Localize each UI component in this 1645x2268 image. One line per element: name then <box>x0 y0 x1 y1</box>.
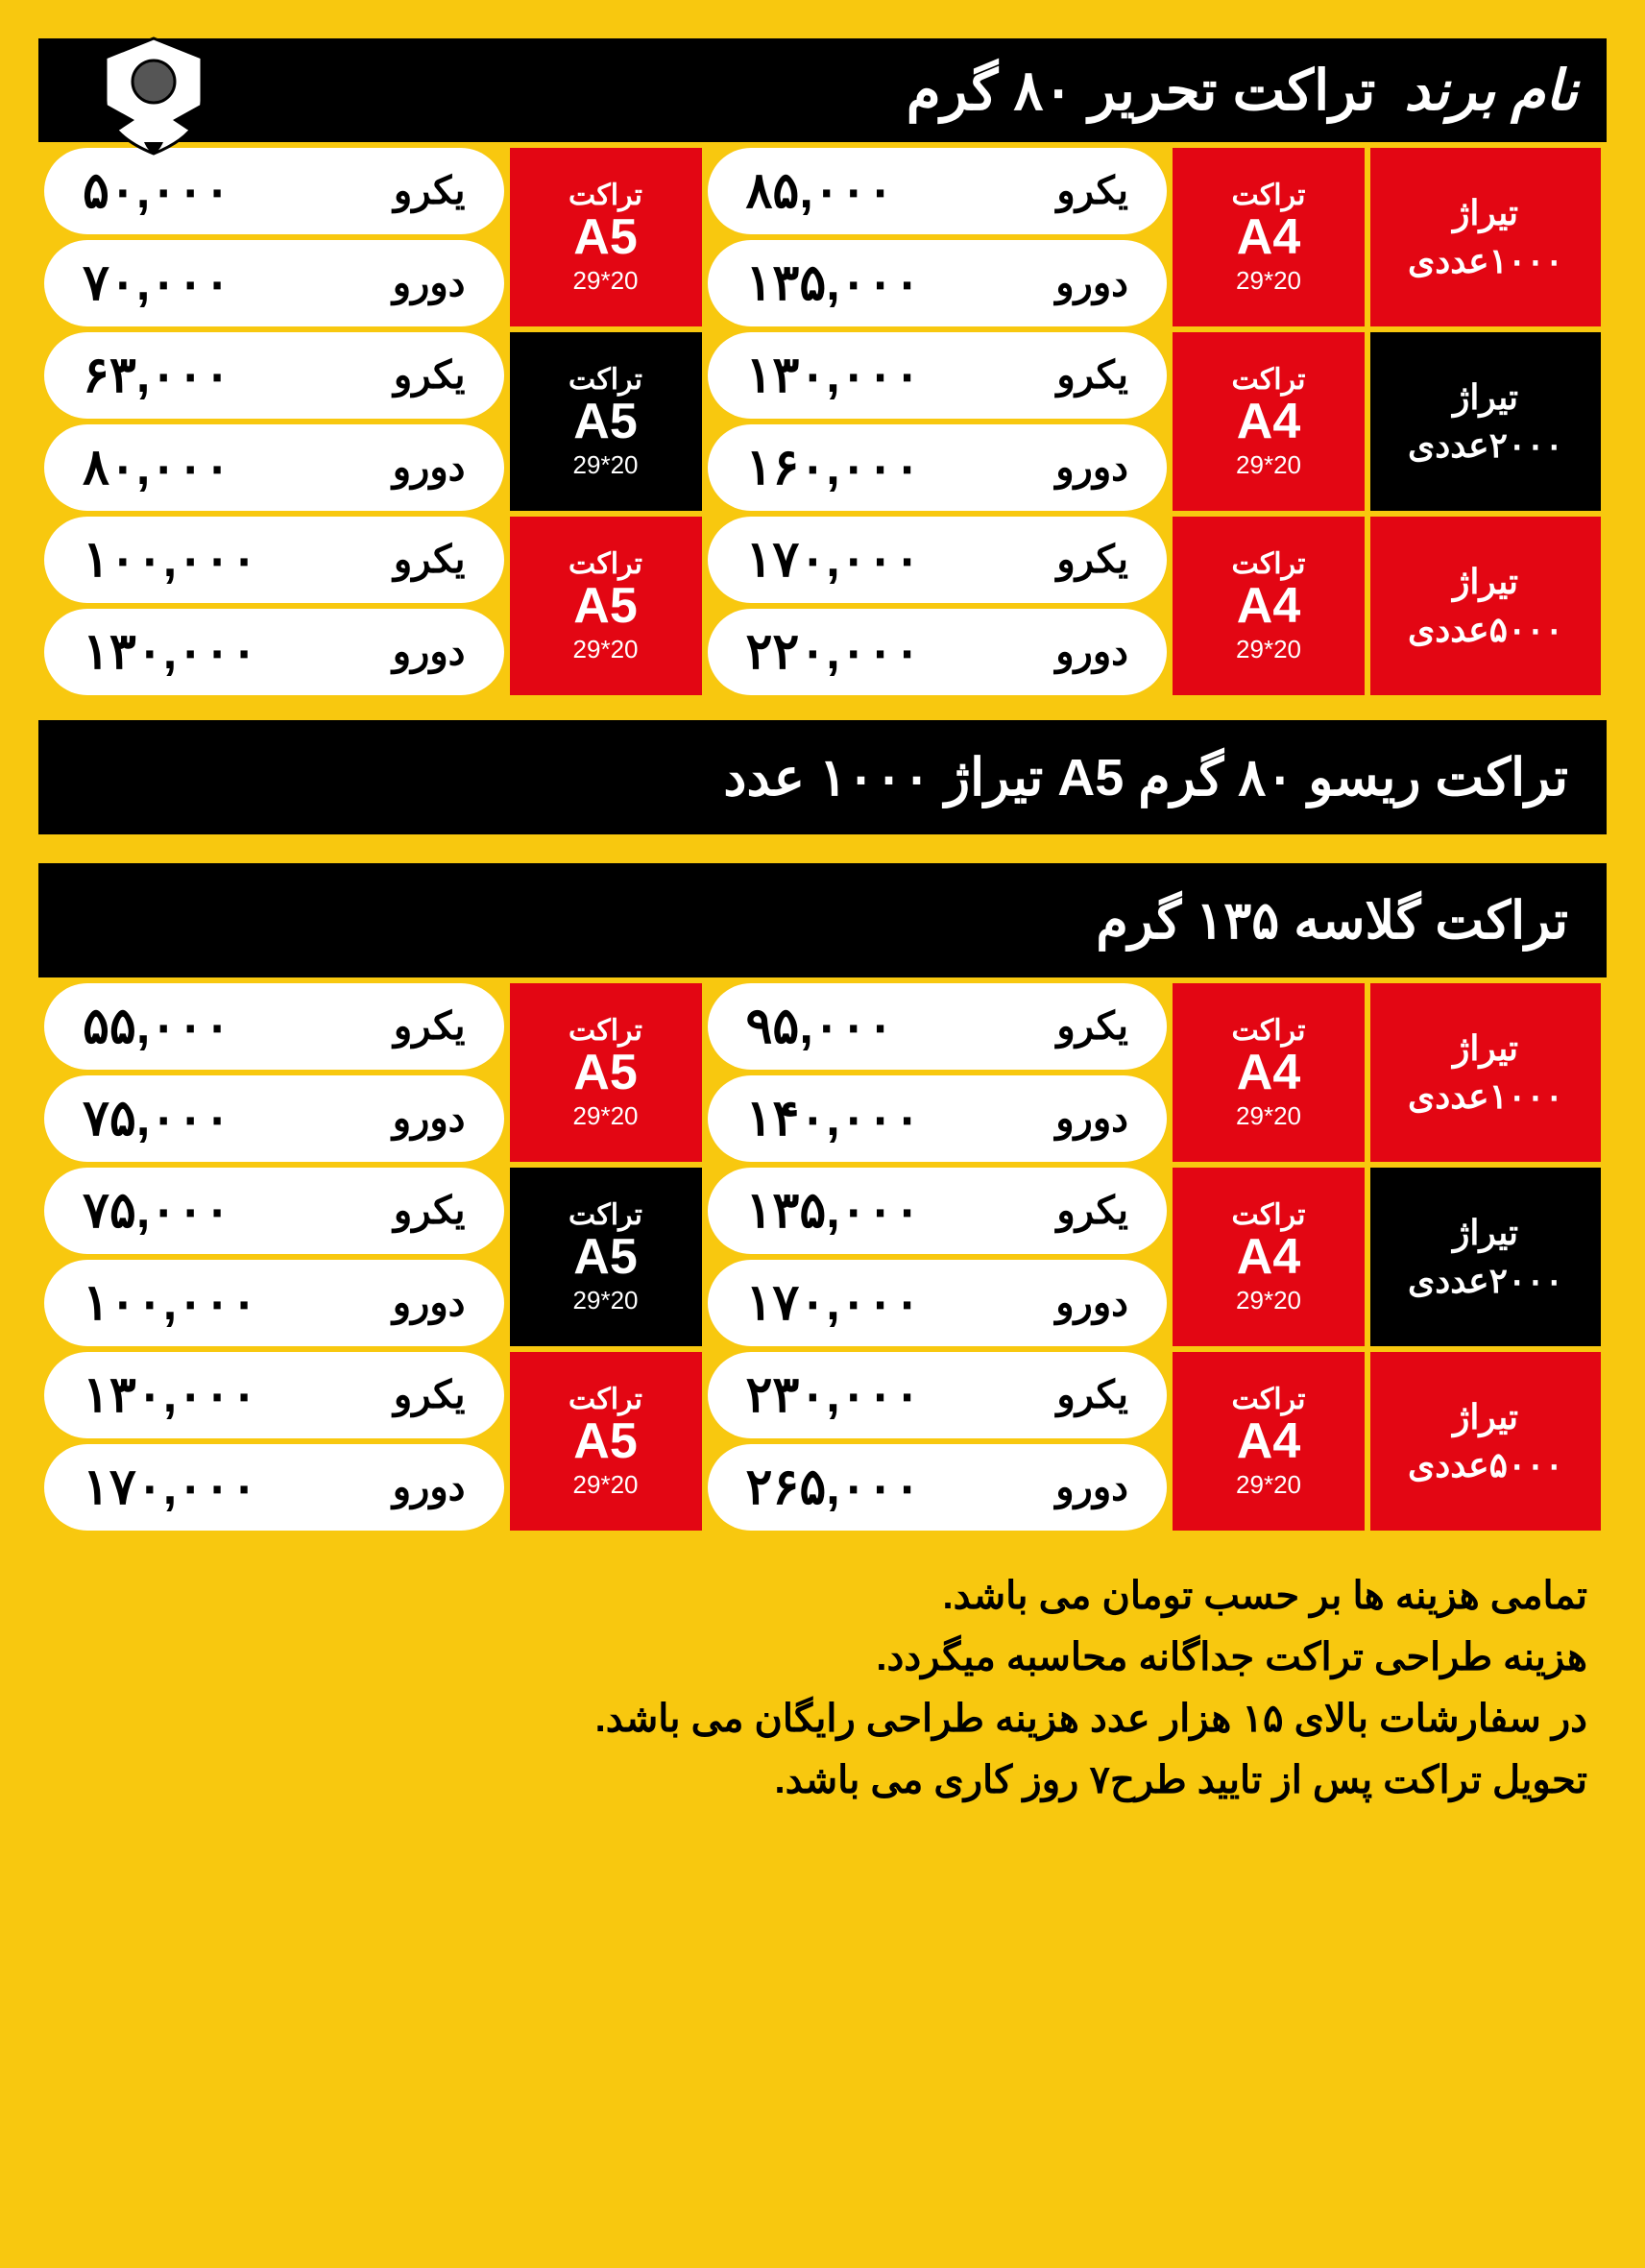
size-cell-a4: تراکتA420*29 <box>1173 148 1365 326</box>
quantity-cell: تیراژ۵۰۰۰عددی <box>1370 517 1601 695</box>
price-pill: دورو۲۲۰,۰۰۰ <box>708 609 1168 695</box>
price-pill: یکرو۷۵,۰۰۰ <box>44 1168 504 1254</box>
price-pill: دورو۱۰۰,۰۰۰ <box>44 1260 504 1346</box>
price-pill: یکرو۱۷۰,۰۰۰ <box>708 517 1168 603</box>
mid-title-1: تراکت ریسو ۸۰ گرم A5 تیراژ ۱۰۰۰ عدد <box>38 720 1607 834</box>
price-pill: یکرو۱۳۵,۰۰۰ <box>708 1168 1168 1254</box>
price-table-2: تیراژ۱۰۰۰عددیتراکتA420*29یکرو۹۵,۰۰۰دورو۱… <box>38 977 1607 1536</box>
quantity-cell: تیراژ۱۰۰۰عددی <box>1370 148 1601 326</box>
price-col-a4: یکرو۸۵,۰۰۰دورو۱۳۵,۰۰۰ <box>708 148 1168 326</box>
price-pill: دورو۱۳۰,۰۰۰ <box>44 609 504 695</box>
price-col-a5: یکرو۱۳۰,۰۰۰دورو۱۷۰,۰۰۰ <box>44 1352 504 1531</box>
notes-block: تمامی هزینه ها بر حسب تومان می باشد.هزین… <box>38 1536 1607 1811</box>
mid-title-2: تراکت گلاسه ۱۳۵ گرم <box>38 863 1607 977</box>
quantity-cell: تیراژ۲۰۰۰عددی <box>1370 1168 1601 1346</box>
quantity-cell: تیراژ۵۰۰۰عددی <box>1370 1352 1601 1531</box>
price-col-a4: یکرو۱۳۰,۰۰۰دورو۱۶۰,۰۰۰ <box>708 332 1168 511</box>
price-col-a5: یکرو۷۵,۰۰۰دورو۱۰۰,۰۰۰ <box>44 1168 504 1346</box>
price-sheet: نام برند تراکت تحریر ۸۰ گرم تیراژ۱۰۰۰عدد… <box>38 38 1607 1811</box>
price-pill: دورو۱۴۰,۰۰۰ <box>708 1075 1168 1162</box>
note-line: تحویل تراکت پس از تایید طرح۷ روز کاری می… <box>58 1749 1587 1811</box>
price-col-a4: یکرو۲۳۰,۰۰۰دورو۲۶۵,۰۰۰ <box>708 1352 1168 1531</box>
price-pill: دورو۸۰,۰۰۰ <box>44 424 504 511</box>
size-cell-a4: تراکتA420*29 <box>1173 1352 1365 1531</box>
size-cell-a5: تراکتA520*29 <box>510 148 702 326</box>
price-col-a5: یکرو۵۰,۰۰۰دورو۷۰,۰۰۰ <box>44 148 504 326</box>
price-pill: دورو۱۳۵,۰۰۰ <box>708 240 1168 326</box>
price-pill: یکرو۹۵,۰۰۰ <box>708 983 1168 1070</box>
price-col-a5: یکرو۶۳,۰۰۰دورو۸۰,۰۰۰ <box>44 332 504 511</box>
size-cell-a5: تراکتA520*29 <box>510 517 702 695</box>
price-pill: یکرو۸۵,۰۰۰ <box>708 148 1168 234</box>
price-pill: یکرو۱۰۰,۰۰۰ <box>44 517 504 603</box>
price-pill: یکرو۲۳۰,۰۰۰ <box>708 1352 1168 1438</box>
size-cell-a5: تراکتA520*29 <box>510 1168 702 1346</box>
size-cell-a5: تراکتA520*29 <box>510 332 702 511</box>
price-pill: یکرو۱۳۰,۰۰۰ <box>708 332 1168 419</box>
price-col-a4: یکرو۱۳۵,۰۰۰دورو۱۷۰,۰۰۰ <box>708 1168 1168 1346</box>
size-cell-a5: تراکتA520*29 <box>510 983 702 1162</box>
size-cell-a5: تراکتA520*29 <box>510 1352 702 1531</box>
note-line: تمامی هزینه ها بر حسب تومان می باشد. <box>58 1565 1587 1627</box>
header-1: نام برند تراکت تحریر ۸۰ گرم <box>38 38 1607 142</box>
size-cell-a4: تراکتA420*29 <box>1173 517 1365 695</box>
note-line: در سفارشات بالای ۱۵ هزار عدد هزینه طراحی… <box>58 1688 1587 1749</box>
price-pill: دورو۲۶۵,۰۰۰ <box>708 1444 1168 1531</box>
price-pill: دورو۱۶۰,۰۰۰ <box>708 424 1168 511</box>
price-col-a4: یکرو۹۵,۰۰۰دورو۱۴۰,۰۰۰ <box>708 983 1168 1162</box>
price-pill: یکرو۵۵,۰۰۰ <box>44 983 504 1070</box>
price-pill: دورو۷۰,۰۰۰ <box>44 240 504 326</box>
price-col-a4: یکرو۱۷۰,۰۰۰دورو۲۲۰,۰۰۰ <box>708 517 1168 695</box>
quantity-cell: تیراژ۲۰۰۰عددی <box>1370 332 1601 511</box>
price-col-a5: یکرو۵۵,۰۰۰دورو۷۵,۰۰۰ <box>44 983 504 1162</box>
brand-name: نام برند <box>1404 58 1578 123</box>
price-pill: دورو۱۷۰,۰۰۰ <box>708 1260 1168 1346</box>
size-cell-a4: تراکتA420*29 <box>1173 1168 1365 1346</box>
size-cell-a4: تراکتA420*29 <box>1173 332 1365 511</box>
price-pill: دورو۷۵,۰۰۰ <box>44 1075 504 1162</box>
brand-logo-icon <box>67 29 240 163</box>
quantity-cell: تیراژ۱۰۰۰عددی <box>1370 983 1601 1162</box>
size-cell-a4: تراکتA420*29 <box>1173 983 1365 1162</box>
price-table-1: تیراژ۱۰۰۰عددیتراکتA420*29یکرو۸۵,۰۰۰دورو۱… <box>38 142 1607 701</box>
note-line: هزینه طراحی تراکت جداگانه محاسبه میگردد. <box>58 1627 1587 1688</box>
price-pill: یکرو۶۳,۰۰۰ <box>44 332 504 419</box>
product-title-1: تراکت تحریر ۸۰ گرم <box>907 58 1376 123</box>
price-pill: دورو۱۷۰,۰۰۰ <box>44 1444 504 1531</box>
price-col-a5: یکرو۱۰۰,۰۰۰دورو۱۳۰,۰۰۰ <box>44 517 504 695</box>
price-pill: یکرو۱۳۰,۰۰۰ <box>44 1352 504 1438</box>
